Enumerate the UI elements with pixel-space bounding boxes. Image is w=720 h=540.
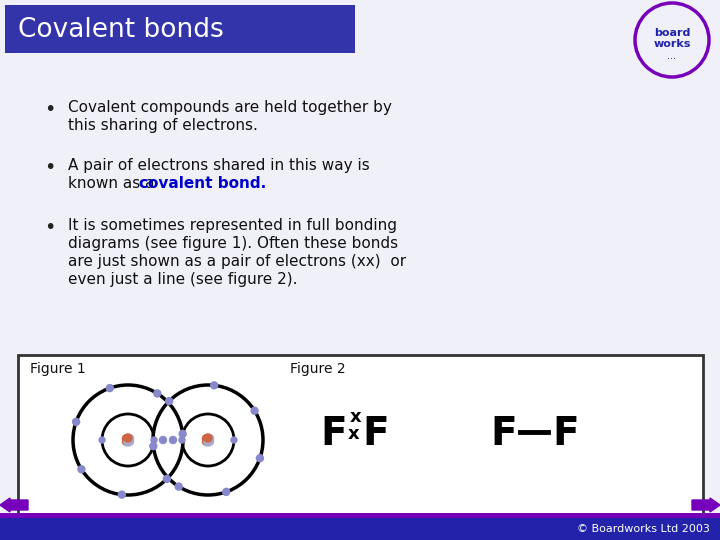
Text: are just shown as a pair of electrons (xx)  or: are just shown as a pair of electrons (x… <box>68 254 406 269</box>
Text: Figure 2: Figure 2 <box>290 362 346 376</box>
Circle shape <box>151 437 157 443</box>
Circle shape <box>163 475 171 482</box>
Text: It is sometimes represented in full bonding: It is sometimes represented in full bond… <box>68 218 397 233</box>
Circle shape <box>154 390 161 397</box>
Circle shape <box>99 437 105 443</box>
Circle shape <box>204 436 212 444</box>
FancyArrow shape <box>0 498 28 512</box>
Circle shape <box>204 438 212 446</box>
Circle shape <box>124 434 132 442</box>
Circle shape <box>179 430 186 437</box>
Text: even just a line (see figure 2).: even just a line (see figure 2). <box>68 272 297 287</box>
Text: •: • <box>45 218 55 237</box>
Circle shape <box>204 434 212 442</box>
Text: x: x <box>350 408 361 426</box>
Text: diagrams (see figure 1). Often these bonds: diagrams (see figure 1). Often these bon… <box>68 236 398 251</box>
Text: known as a: known as a <box>68 176 159 191</box>
Circle shape <box>231 437 237 443</box>
Text: Covalent bonds: Covalent bonds <box>18 17 224 43</box>
FancyBboxPatch shape <box>0 513 720 518</box>
Text: A pair of electrons shared in this way is: A pair of electrons shared in this way i… <box>68 158 370 173</box>
Text: x: x <box>348 425 359 443</box>
Circle shape <box>202 435 210 442</box>
Text: covalent bond.: covalent bond. <box>139 176 266 191</box>
Circle shape <box>256 455 264 462</box>
Circle shape <box>169 436 176 443</box>
Circle shape <box>118 491 125 498</box>
Text: Covalent compounds are held together by: Covalent compounds are held together by <box>68 100 392 115</box>
Text: ...: ... <box>667 51 677 61</box>
Circle shape <box>125 437 133 446</box>
Circle shape <box>122 435 130 442</box>
Circle shape <box>124 436 132 444</box>
Circle shape <box>166 397 173 404</box>
Circle shape <box>202 437 210 446</box>
Text: F: F <box>552 415 579 453</box>
FancyBboxPatch shape <box>5 5 355 53</box>
FancyBboxPatch shape <box>18 355 703 520</box>
FancyArrow shape <box>692 498 720 512</box>
Text: •: • <box>45 158 55 177</box>
Circle shape <box>125 435 133 442</box>
Text: works: works <box>653 39 690 49</box>
Text: •: • <box>45 100 55 119</box>
Circle shape <box>179 437 185 443</box>
Circle shape <box>175 483 182 490</box>
Text: this sharing of electrons.: this sharing of electrons. <box>68 118 258 133</box>
Circle shape <box>205 435 214 442</box>
Circle shape <box>211 382 217 389</box>
Text: Figure 1: Figure 1 <box>30 362 86 376</box>
Text: F: F <box>490 415 517 453</box>
Circle shape <box>78 466 85 472</box>
Circle shape <box>251 407 258 414</box>
Circle shape <box>124 438 132 446</box>
Circle shape <box>73 418 80 426</box>
Circle shape <box>122 437 130 446</box>
Text: F: F <box>362 415 389 453</box>
Circle shape <box>160 436 166 443</box>
FancyBboxPatch shape <box>0 518 720 540</box>
Circle shape <box>107 384 113 391</box>
Circle shape <box>205 437 214 446</box>
Circle shape <box>222 488 230 495</box>
Text: © Boardworks Ltd 2003: © Boardworks Ltd 2003 <box>577 524 710 534</box>
Text: board: board <box>654 28 690 38</box>
Text: F: F <box>320 415 346 453</box>
Circle shape <box>150 443 157 450</box>
